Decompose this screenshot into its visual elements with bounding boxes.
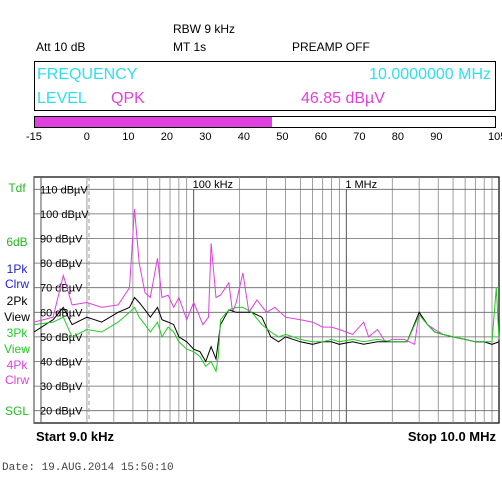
- tdf-label: Tdf: [8, 181, 26, 195]
- preamp-label: PREAMP OFF: [292, 40, 370, 54]
- x-tick-label: 1 MHz: [345, 179, 377, 191]
- level-scale-label: 30: [199, 131, 212, 143]
- level-scale-label: 90: [430, 131, 443, 143]
- y-tick-label: 110 dBµV: [40, 184, 88, 196]
- y-tick-label: 20 dBµV: [40, 406, 83, 418]
- level-scale-label: 70: [353, 131, 366, 143]
- level-scale: -15 0 10 20 30 40 50 60 70 80 90 105: [0, 129, 502, 147]
- level-scale-label: 20: [160, 131, 173, 143]
- x-tick-label-bg: [344, 178, 377, 189]
- trace1-number: 1Pk: [6, 262, 28, 276]
- level-bar: [34, 116, 496, 128]
- level-label: LEVEL: [37, 90, 87, 107]
- level-scale-label: 105: [488, 131, 502, 143]
- trace2-mode: View: [4, 310, 30, 324]
- trace3-mode: View: [4, 342, 30, 356]
- trace2-number: 2Pk: [6, 294, 28, 308]
- trace-line-3: [33, 287, 500, 373]
- y-tick-label: 80 dBµV: [40, 258, 83, 270]
- y-tick-label: 100 dBµV: [40, 209, 89, 221]
- six-db-label: 6dB: [6, 235, 28, 249]
- stop-frequency: Stop 10.0 MHz: [407, 429, 496, 444]
- y-tick-label: 90 dBµV: [40, 234, 83, 246]
- sgl-label: SGL: [4, 404, 29, 418]
- att-label: Att 10 dB: [36, 40, 86, 54]
- mt-label: MT 1s: [173, 40, 207, 54]
- x-tick-label-bg: [191, 178, 237, 189]
- level-scale-label: 0: [83, 131, 90, 143]
- level-scale-label: 10: [122, 131, 135, 143]
- frequency-label: FREQUENCY: [37, 66, 138, 83]
- y-tick-label: 60 dBµV: [40, 307, 83, 319]
- level-scale-label: 50: [276, 131, 289, 143]
- readout-panel: FREQUENCY 10.0000000 MHz LEVEL QPK 46.85…: [34, 61, 496, 111]
- x-tick-label: 100 kHz: [193, 179, 233, 191]
- start-frequency: Start 9.0 kHz: [36, 429, 115, 444]
- detector-label: QPK: [111, 90, 145, 107]
- y-tick-label: 50 dBµV: [40, 332, 83, 344]
- y-tick-label: 30 dBµV: [40, 381, 83, 393]
- level-value: 46.85 dBµV: [301, 90, 385, 107]
- trace3-number: 3Pk: [6, 326, 28, 340]
- trace-line-2: [33, 296, 500, 363]
- trace1-mode: Clrw: [5, 277, 29, 291]
- y-tick-label: 70 dBµV: [40, 283, 83, 295]
- y-tick-label: 40 dBµV: [40, 357, 83, 369]
- rbw-label: RBW 9 kHz: [173, 22, 236, 36]
- trace4-mode: Clrw: [5, 373, 29, 387]
- level-scale-label: 40: [237, 131, 250, 143]
- frequency-value: 10.0000000 MHz: [369, 66, 491, 83]
- level-scale-label: -15: [26, 131, 42, 143]
- level-scale-label: 60: [314, 131, 327, 143]
- level-bar-fill: [35, 117, 273, 127]
- level-scale-label: 80: [391, 131, 404, 143]
- trace4-number: 4Pk: [6, 358, 28, 372]
- date-stamp: Date: 19.AUG.2014 15:50:10: [2, 462, 174, 474]
